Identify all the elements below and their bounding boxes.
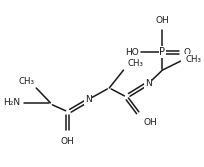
- Text: OH: OH: [155, 17, 169, 26]
- Text: OH: OH: [143, 118, 156, 127]
- Text: O: O: [182, 48, 189, 57]
- Text: HO: HO: [124, 48, 138, 57]
- Text: H₂N: H₂N: [3, 98, 20, 107]
- Text: CH₃: CH₃: [127, 59, 143, 68]
- Text: N: N: [85, 95, 91, 104]
- Text: N: N: [144, 79, 151, 89]
- Text: CH₃: CH₃: [184, 55, 200, 64]
- Text: OH: OH: [60, 137, 74, 146]
- Text: P: P: [159, 47, 165, 57]
- Text: CH₃: CH₃: [18, 77, 34, 86]
